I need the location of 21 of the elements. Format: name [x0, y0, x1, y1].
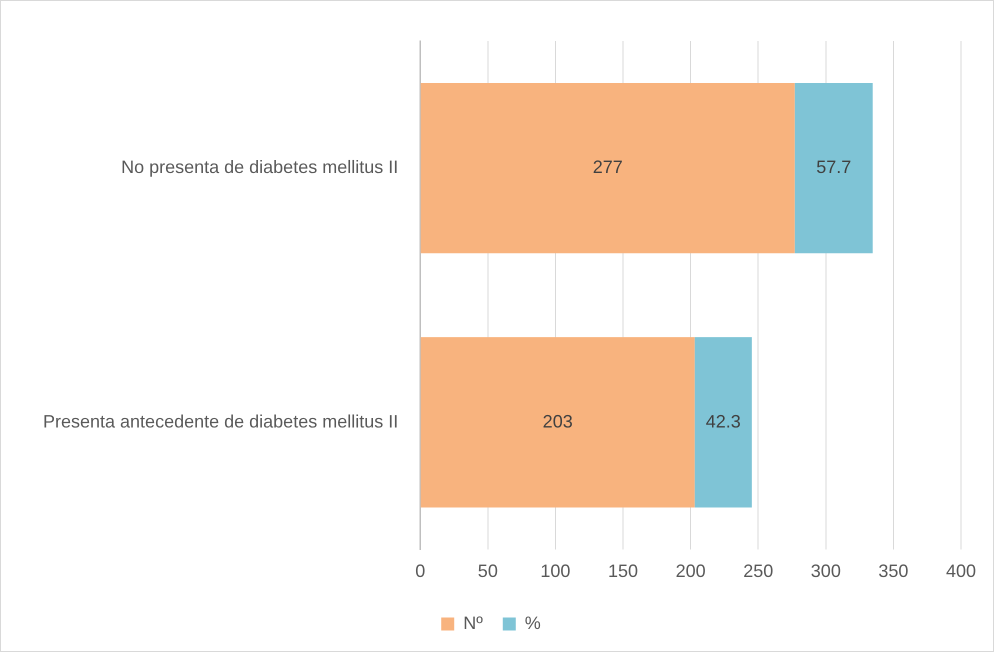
- bar: [420, 337, 695, 508]
- x-tick-label: 350: [878, 561, 908, 582]
- bar: [794, 82, 873, 254]
- data-label: 277: [592, 157, 623, 178]
- legend-label: Nº: [463, 612, 484, 633]
- data-label: 203: [542, 411, 573, 432]
- x-tick-label: 0: [415, 561, 426, 582]
- x-tick-label: 150: [608, 561, 638, 582]
- x-tick-label: 300: [810, 561, 841, 582]
- x-tick-label: 50: [478, 561, 498, 582]
- legend-label: %: [524, 612, 541, 633]
- x-tick-label: 400: [946, 561, 976, 582]
- x-tick-label: 250: [743, 561, 774, 582]
- bar: [420, 82, 795, 254]
- data-label: 42.3: [706, 411, 741, 432]
- y-tick-label: Presenta antecedente de diabetes mellitus II: [42, 411, 398, 432]
- y-tick-label: No presenta de diabetes mellitus II: [121, 157, 398, 178]
- bar: [694, 337, 752, 508]
- data-label: 57.7: [816, 157, 852, 178]
- x-tick-label: 100: [540, 561, 570, 582]
- x-tick-label: 200: [676, 561, 706, 582]
